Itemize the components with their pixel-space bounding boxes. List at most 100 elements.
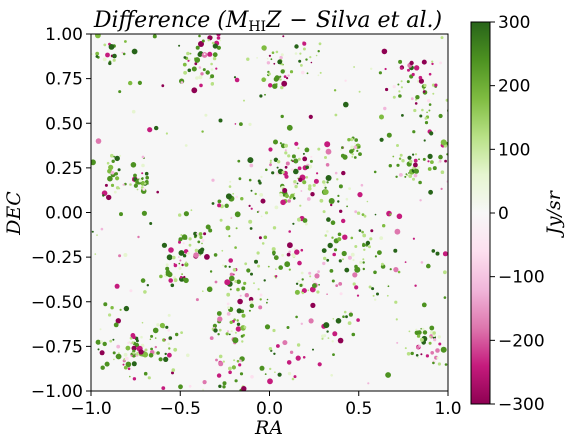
source-point bbox=[284, 165, 288, 169]
source-point bbox=[394, 300, 398, 304]
source-point bbox=[316, 290, 320, 294]
source-point bbox=[232, 192, 235, 195]
source-point bbox=[436, 356, 439, 360]
source-point bbox=[312, 183, 316, 187]
source-point bbox=[295, 282, 299, 285]
source-point bbox=[114, 155, 120, 162]
source-point bbox=[186, 251, 190, 255]
source-point bbox=[222, 381, 227, 386]
x-tick-label: 0.0 bbox=[256, 399, 283, 419]
source-point bbox=[359, 260, 363, 265]
source-point bbox=[217, 316, 223, 322]
source-point bbox=[161, 84, 165, 88]
source-point bbox=[142, 187, 146, 191]
source-point bbox=[284, 151, 288, 155]
source-point bbox=[332, 252, 337, 257]
source-point bbox=[327, 337, 330, 339]
source-point bbox=[186, 353, 190, 358]
source-point bbox=[410, 351, 414, 356]
y-tick-label: 0.00 bbox=[45, 204, 83, 224]
source-point bbox=[256, 211, 259, 213]
source-point bbox=[422, 157, 426, 161]
source-point bbox=[415, 98, 417, 101]
source-point bbox=[118, 352, 120, 355]
source-point bbox=[284, 261, 291, 268]
source-point bbox=[412, 130, 416, 134]
source-point bbox=[339, 292, 343, 296]
y-tick-label: 0.75 bbox=[45, 70, 83, 90]
source-point bbox=[217, 199, 222, 204]
source-point bbox=[224, 279, 231, 286]
source-point bbox=[297, 217, 301, 222]
source-point bbox=[421, 59, 427, 65]
source-point bbox=[291, 168, 294, 171]
source-point bbox=[259, 94, 263, 98]
source-point bbox=[400, 80, 403, 83]
source-point bbox=[443, 296, 447, 299]
source-point bbox=[219, 39, 222, 42]
source-point bbox=[404, 175, 407, 178]
source-point bbox=[136, 351, 139, 354]
source-point bbox=[198, 232, 203, 236]
source-point bbox=[132, 377, 137, 381]
source-point bbox=[362, 233, 367, 238]
colorbar bbox=[470, 21, 491, 405]
source-point bbox=[125, 345, 131, 351]
source-point bbox=[388, 164, 392, 168]
source-point bbox=[287, 74, 290, 77]
source-point bbox=[274, 205, 279, 210]
source-point bbox=[325, 148, 332, 155]
source-point bbox=[440, 346, 447, 353]
source-point bbox=[356, 318, 360, 322]
source-point bbox=[291, 197, 294, 200]
source-point bbox=[131, 341, 135, 344]
source-point bbox=[304, 222, 308, 226]
source-point bbox=[183, 211, 189, 217]
source-point bbox=[300, 271, 304, 275]
source-point bbox=[326, 293, 328, 296]
source-point bbox=[301, 288, 307, 294]
title-minus: − bbox=[289, 8, 307, 33]
source-point bbox=[304, 147, 310, 153]
source-point bbox=[279, 75, 282, 78]
source-point bbox=[374, 255, 377, 258]
source-point bbox=[397, 83, 400, 86]
source-point bbox=[96, 234, 98, 236]
source-point bbox=[428, 189, 433, 195]
source-point bbox=[244, 293, 249, 298]
source-point bbox=[352, 272, 358, 278]
source-point bbox=[208, 228, 213, 233]
source-point bbox=[382, 224, 386, 228]
source-point bbox=[127, 367, 131, 371]
source-point bbox=[299, 283, 303, 287]
source-point bbox=[342, 315, 345, 319]
source-point bbox=[146, 182, 149, 185]
source-point bbox=[372, 294, 375, 297]
source-point bbox=[273, 139, 278, 145]
source-point bbox=[294, 289, 300, 295]
source-point bbox=[100, 227, 104, 231]
y-tick-label: −0.25 bbox=[31, 248, 83, 268]
source-point bbox=[165, 325, 169, 329]
source-point bbox=[406, 80, 410, 84]
source-point bbox=[332, 331, 338, 337]
source-point bbox=[204, 254, 210, 260]
source-point bbox=[418, 78, 424, 84]
source-point bbox=[199, 235, 203, 239]
source-point bbox=[91, 230, 94, 233]
source-point bbox=[386, 132, 392, 138]
source-point bbox=[331, 340, 334, 343]
source-point bbox=[274, 75, 280, 81]
source-point bbox=[163, 356, 169, 362]
source-point bbox=[181, 273, 184, 275]
source-point bbox=[239, 294, 242, 297]
source-point bbox=[353, 145, 358, 150]
source-point bbox=[407, 68, 410, 72]
colorbar-tick-label: −100 bbox=[498, 268, 545, 288]
source-point bbox=[305, 165, 310, 170]
source-point bbox=[118, 254, 122, 258]
source-point bbox=[353, 66, 355, 68]
source-point bbox=[442, 251, 448, 257]
source-point bbox=[438, 113, 443, 119]
source-point bbox=[288, 250, 292, 254]
